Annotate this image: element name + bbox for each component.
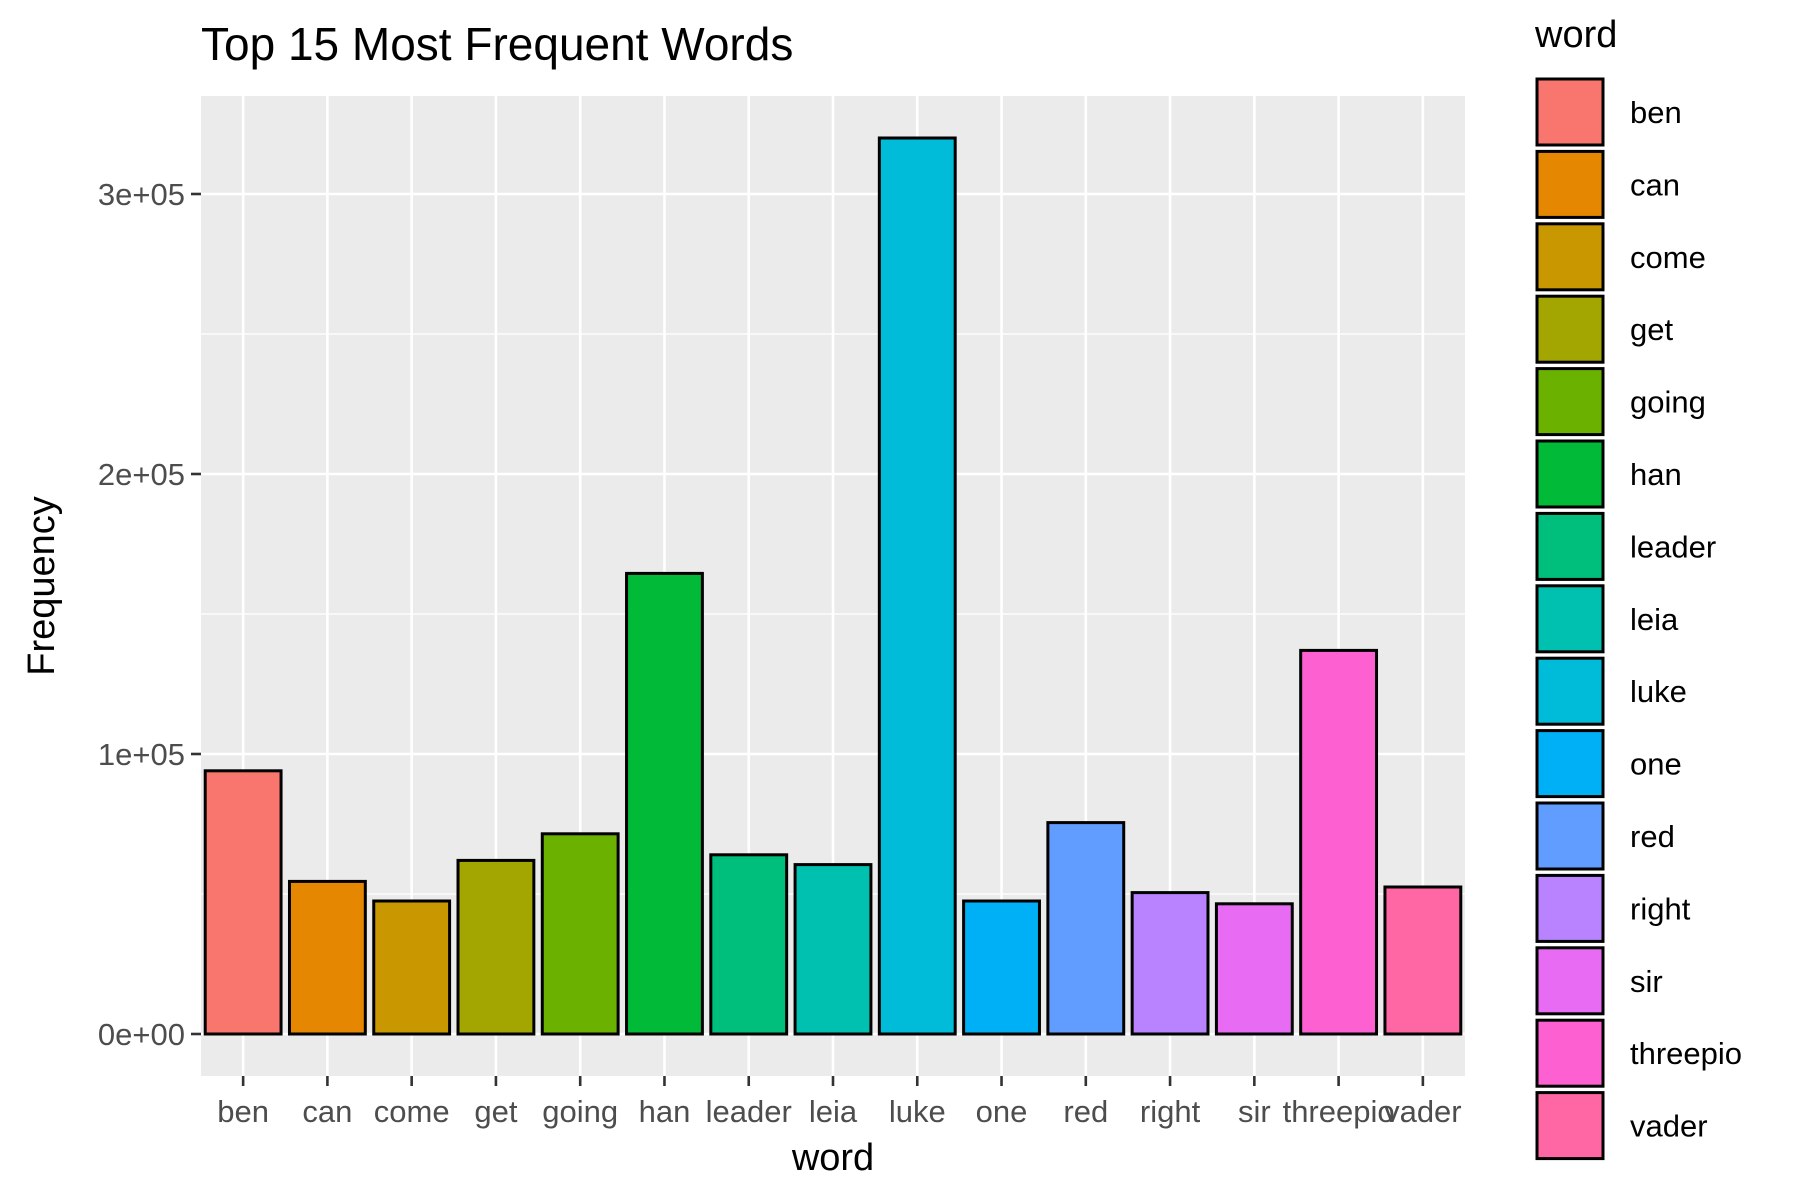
legend-label-han: han <box>1630 457 1682 492</box>
legend-key-leader <box>1535 511 1605 581</box>
bar-get <box>456 858 536 1036</box>
bar-luke <box>877 136 957 1036</box>
legend-key-red <box>1535 801 1605 871</box>
legend-key-threepio <box>1535 1018 1605 1088</box>
x-tick-label-han: han <box>639 1094 691 1129</box>
bar-ben <box>203 769 283 1036</box>
legend-label-can: can <box>1630 167 1680 202</box>
x-tick-label-can: can <box>302 1094 352 1129</box>
x-tick-label-luke: luke <box>889 1094 946 1129</box>
y-tick-label: 2e+05 <box>98 457 185 492</box>
legend-label-get: get <box>1630 312 1673 347</box>
legend-label-red: red <box>1630 819 1675 854</box>
bar-han <box>625 571 704 1036</box>
bar-leia <box>793 863 873 1036</box>
legend-key-right <box>1535 873 1605 943</box>
x-tick-label-one: one <box>976 1094 1028 1129</box>
bar-right <box>1130 891 1210 1036</box>
legend: ben can come get going han leader leia luke one re… <box>1535 77 1742 1161</box>
bar-red <box>1046 821 1126 1036</box>
legend-label-leia: leia <box>1630 602 1679 637</box>
x-tick-label-ben: ben <box>217 1094 269 1129</box>
legend-key-leia <box>1535 584 1605 654</box>
y-axis: 0e+00 1e+05 2e+05 3e+05 <box>98 177 201 1052</box>
x-tick-label-get: get <box>474 1094 517 1129</box>
x-axis-title: word <box>791 1137 874 1179</box>
x-tick-label-threepio: threepio <box>1283 1094 1395 1129</box>
legend-key-vader <box>1535 1091 1605 1161</box>
x-tick-label-come: come <box>374 1094 450 1129</box>
x-tick-label-leader: leader <box>706 1094 792 1129</box>
bar-come <box>372 899 452 1036</box>
legend-label-right: right <box>1630 891 1691 926</box>
x-tick-label-red: red <box>1063 1094 1108 1129</box>
legend-label-vader: vader <box>1630 1109 1708 1144</box>
legend-key-going <box>1535 367 1605 437</box>
x-tick-label-leia: leia <box>809 1094 858 1129</box>
bar-threepio <box>1299 648 1379 1036</box>
legend-key-get <box>1535 294 1605 364</box>
legend-title: word <box>1534 14 1617 56</box>
x-tick-label-going: going <box>542 1094 618 1129</box>
x-tick-label-sir: sir <box>1238 1094 1271 1129</box>
bar-sir <box>1214 902 1294 1036</box>
bar-going <box>540 832 620 1036</box>
y-tick-label: 1e+05 <box>98 737 185 772</box>
x-tick-label-right: right <box>1140 1094 1201 1129</box>
legend-key-han <box>1535 439 1605 509</box>
bar-vader <box>1383 885 1463 1036</box>
bar-one <box>962 899 1041 1036</box>
x-tick-label-vader: vader <box>1384 1094 1462 1129</box>
x-axis: ben can come get going han leader leia luke one re… <box>217 1076 1462 1129</box>
y-tick-label: 0e+00 <box>98 1017 185 1052</box>
legend-label-leader: leader <box>1630 529 1716 564</box>
legend-label-come: come <box>1630 240 1706 275</box>
legend-label-going: going <box>1630 385 1706 420</box>
bars <box>203 136 1463 1036</box>
y-axis-title: Frequency <box>21 496 63 676</box>
bar-can <box>287 879 367 1036</box>
legend-key-sir <box>1535 946 1605 1016</box>
legend-key-one <box>1535 729 1605 799</box>
legend-label-ben: ben <box>1630 95 1682 130</box>
legend-label-sir: sir <box>1630 964 1663 999</box>
legend-key-can <box>1535 149 1605 219</box>
bar-leader <box>709 853 789 1036</box>
chart-title: Top 15 Most Frequent Words <box>201 18 793 70</box>
y-tick-label: 3e+05 <box>98 177 185 212</box>
legend-label-luke: luke <box>1630 674 1687 709</box>
legend-label-one: one <box>1630 747 1682 782</box>
legend-key-luke <box>1535 656 1605 726</box>
legend-key-ben <box>1535 77 1605 147</box>
legend-label-threepio: threepio <box>1630 1036 1742 1071</box>
legend-key-come <box>1535 222 1605 292</box>
